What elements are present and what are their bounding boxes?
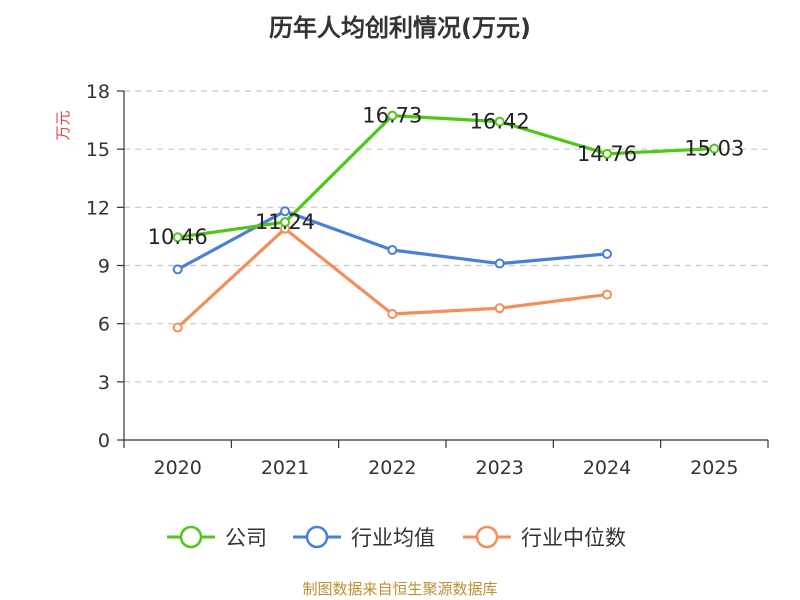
y-tick-label: 18 bbox=[86, 81, 110, 103]
y-tick-label: 3 bbox=[98, 372, 110, 394]
data-label: 16.42 bbox=[470, 110, 530, 134]
data-point bbox=[602, 148, 612, 159]
x-tick-label: 2024 bbox=[583, 457, 631, 479]
y-tick-label: 15 bbox=[86, 139, 110, 161]
data-label: 14.76 bbox=[577, 142, 637, 166]
x-tick-label: 2025 bbox=[690, 457, 738, 479]
x-tick-label: 2022 bbox=[368, 457, 416, 479]
data-label: 15.03 bbox=[684, 137, 744, 161]
y-axis-label: 万元 bbox=[54, 110, 72, 140]
data-labels: 10.46 11.24 16.73 16.42 14.76 15.03 bbox=[148, 104, 745, 250]
data-label: 10.46 bbox=[148, 225, 208, 249]
data-point bbox=[172, 322, 183, 333]
source-note: 制图数据来自恒生聚源数据库 bbox=[302, 580, 498, 598]
data-point bbox=[280, 206, 290, 217]
series-lines bbox=[172, 110, 720, 333]
x-tick-label: 2021 bbox=[261, 457, 309, 479]
data-point bbox=[494, 116, 505, 127]
axes: 0 3 6 9 12 15 18 2020 2021 2022 2023 2024 2025 万元 bbox=[54, 81, 769, 479]
legend: 公司 行业均值 行业中位数 bbox=[167, 525, 626, 550]
legend-label: 行业中位数 bbox=[521, 526, 626, 550]
data-point bbox=[494, 258, 505, 269]
y-tick-label: 9 bbox=[98, 256, 110, 278]
data-point bbox=[602, 289, 612, 300]
series-line-0 bbox=[177, 114, 715, 239]
y-tick-label: 0 bbox=[98, 430, 110, 452]
data-point bbox=[709, 143, 720, 154]
data-label: 16.73 bbox=[362, 104, 422, 128]
data-point bbox=[494, 303, 505, 314]
data-point bbox=[280, 217, 290, 228]
data-point bbox=[602, 248, 612, 259]
data-point bbox=[387, 308, 398, 319]
x-tick-label: 2023 bbox=[475, 457, 523, 479]
y-tick-label: 12 bbox=[86, 197, 110, 219]
chart-title: 历年人均创利情况(万元) bbox=[269, 14, 531, 42]
x-tick-label: 2020 bbox=[153, 457, 201, 479]
series-line-1 bbox=[176, 209, 608, 271]
legend-label: 公司 bbox=[225, 526, 267, 550]
legend-marker bbox=[305, 525, 329, 549]
grid-lines bbox=[124, 90, 768, 383]
data-label: 11.24 bbox=[255, 210, 315, 234]
data-point bbox=[387, 244, 398, 255]
legend-marker bbox=[179, 525, 203, 549]
y-tick-label: 6 bbox=[98, 314, 110, 336]
data-point bbox=[172, 264, 183, 275]
data-point bbox=[172, 232, 183, 243]
data-point bbox=[387, 110, 398, 121]
legend-label: 行业均值 bbox=[351, 526, 435, 550]
legend-marker bbox=[475, 525, 499, 549]
